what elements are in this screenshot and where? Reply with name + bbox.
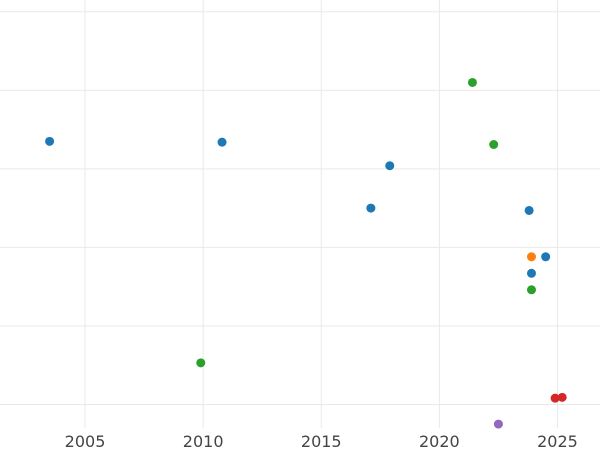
data-point-s2-p0 (526, 252, 536, 262)
data-point-s3-p0 (550, 393, 560, 403)
data-point-s3-p1 (557, 392, 567, 402)
data-point-s0-p2 (385, 161, 395, 171)
data-points (45, 77, 567, 429)
data-point-s1-p3 (196, 358, 206, 368)
vertical-gridlines (84, 0, 558, 428)
x-tick-label: 2015 (301, 432, 342, 450)
data-point-s0-p4 (524, 205, 534, 215)
x-axis-tick-labels: 2005 2010 2015 2020 2025 (65, 432, 578, 450)
horizontal-gridlines (0, 11, 600, 405)
data-point-s1-p1 (489, 139, 499, 149)
data-point-s0-p0 (45, 136, 55, 146)
data-point-s0-p3 (366, 203, 376, 213)
x-tick-label: 2005 (65, 432, 106, 450)
data-point-s0-p5 (541, 252, 551, 262)
data-point-s0-p6 (526, 268, 536, 278)
x-tick-label: 2020 (419, 432, 460, 450)
x-tick-label: 2010 (183, 432, 224, 450)
data-point-s1-p0 (467, 77, 477, 87)
data-point-s1-p2 (526, 285, 536, 295)
x-tick-label: 2025 (537, 432, 578, 450)
data-point-s4-p0 (493, 419, 503, 429)
data-point-s0-p1 (217, 137, 227, 147)
